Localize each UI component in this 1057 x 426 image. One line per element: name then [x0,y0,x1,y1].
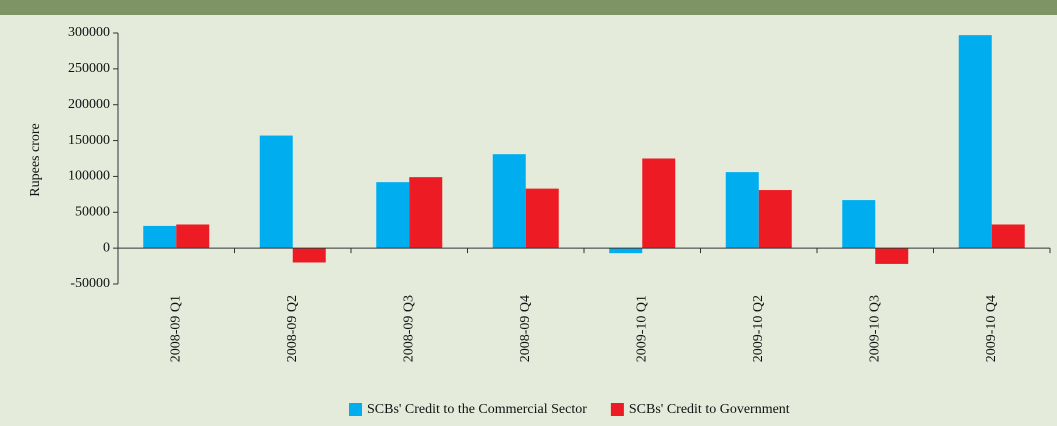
x-tick-label: 2008-09 Q2 [285,295,300,362]
y-tick-label: 0 [103,240,110,255]
x-tick-label: 2009-10 Q1 [634,295,649,362]
bar [492,154,526,249]
x-tick-label: 2008-09 Q4 [518,295,533,362]
y-tick-label: 150000 [68,133,110,148]
bar [143,225,177,249]
bar [642,158,676,249]
bar [875,248,909,264]
bar [409,177,443,249]
x-tick-label: 2008-09 Q3 [401,295,416,362]
y-tick-label: 200000 [68,97,110,112]
bar [609,248,643,254]
bar [958,35,992,249]
legend-label: SCBs' Credit to the Commercial Sector [367,402,587,417]
y-tick-label: 300000 [68,25,110,40]
bar [259,135,293,249]
x-tick-label: 2008-09 Q1 [168,295,183,362]
bar [991,224,1025,249]
bar [176,224,210,249]
bar [525,188,559,249]
y-tick-label: 50000 [75,205,110,220]
bar [292,248,326,263]
bar [725,172,759,249]
y-axis-label: Rupees crore [28,123,43,196]
y-tick-label: -50000 [70,276,110,291]
header-band [0,0,1057,15]
bar [842,200,876,249]
legend-label: SCBs' Credit to Government [629,402,790,417]
legend-swatch [349,403,362,416]
y-tick-label: 100000 [68,169,110,184]
x-tick-label: 2009-10 Q4 [984,295,999,362]
bar [376,182,410,249]
y-tick-label: 250000 [68,61,110,76]
x-tick-label: 2009-10 Q3 [867,295,882,362]
legend-swatch [610,403,624,416]
bar [758,190,792,249]
x-tick-label: 2009-10 Q2 [751,295,766,362]
